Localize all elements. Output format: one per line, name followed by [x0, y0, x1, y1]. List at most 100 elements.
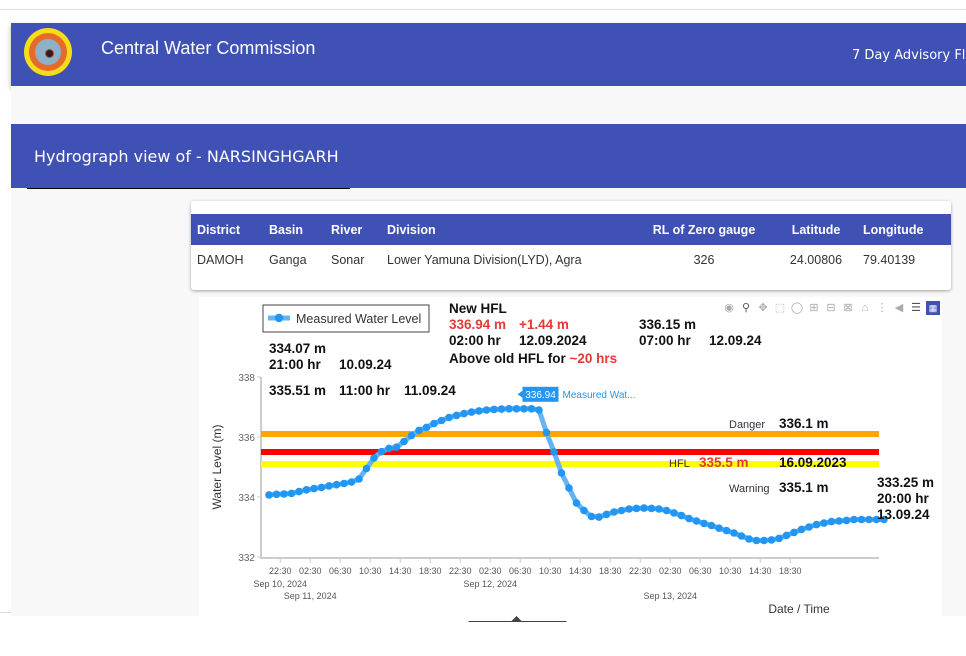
col-basin: Basin — [263, 214, 325, 245]
start-time: 21:00 hr — [269, 357, 322, 372]
autoscale-icon[interactable]: ⊠ — [843, 302, 853, 314]
y-tick-label: 334 — [238, 493, 255, 504]
hydrograph-chart[interactable]: 332 334 336 338 Water Level (m) 22:30 Sep 10, … — [199, 297, 942, 636]
plotly-logo-icon[interactable]: ▦ — [926, 301, 940, 315]
legend-box — [262, 304, 430, 333]
data-point — [497, 405, 506, 413]
data-point — [370, 454, 378, 462]
data-point — [760, 536, 768, 545]
new-hfl-date: 12.09.2024 — [519, 333, 587, 348]
data-point — [325, 482, 333, 490]
x-tick-label: 22:30 — [629, 566, 652, 576]
camera-icon[interactable]: ◉ — [724, 302, 734, 314]
above-old-hfl-text: Above old HFL for — [449, 351, 570, 366]
y-tick-label: 336 — [238, 433, 255, 444]
data-point — [812, 520, 821, 529]
warning-crossing-level: 335.51 m — [269, 383, 326, 398]
warning-crossing-time: 11:00 hr — [339, 383, 391, 398]
hfl-level-label: 335.5 m — [699, 455, 749, 470]
data-point — [550, 448, 558, 456]
data-point — [295, 487, 303, 496]
zoom-icon[interactable]: ⚲ — [741, 302, 751, 314]
data-point — [377, 447, 386, 456]
hydrograph-header: Hydrograph view of - NARSINGHGARH — [11, 124, 966, 188]
hover-pointer — [517, 390, 523, 398]
cwc-logo-icon[interactable] — [24, 28, 72, 76]
hover-compare-icon[interactable]: ☰ — [911, 302, 921, 314]
reset-axes-icon[interactable]: ⌂ — [861, 302, 869, 314]
x-tick-label: 14:30 — [389, 566, 412, 576]
data-point — [392, 443, 401, 451]
bottom-divider — [0, 612, 11, 613]
data-point — [707, 521, 716, 530]
data-point — [430, 419, 438, 428]
data-point — [647, 504, 656, 513]
data-point — [767, 536, 776, 544]
data-point — [310, 484, 318, 493]
x-tick-label: 18:30 — [779, 566, 802, 576]
station-table: District Basin River Division RL of Zero… — [191, 201, 951, 275]
hover-value-box — [522, 386, 559, 402]
data-point — [595, 513, 603, 521]
data-point — [362, 464, 371, 473]
legend-label: Measured Water Level — [296, 312, 421, 326]
station-info-card: District Basin River Division RL of Zero… — [191, 201, 951, 290]
x-tick-label: 18:30 — [419, 566, 442, 576]
spike-lines-icon[interactable]: ⋮ — [876, 302, 888, 314]
x-tick-date-label: Sep 12, 2024 — [463, 579, 517, 589]
advisory-link[interactable]: 7 Day Advisory Flood — [852, 48, 966, 63]
data-point — [572, 499, 581, 507]
data-point — [872, 515, 881, 524]
cell-division: Lower Yamuna Division(LYD), Agra — [387, 253, 582, 267]
box-select-icon[interactable]: ⬚ — [774, 302, 786, 314]
data-point — [587, 512, 596, 521]
x-tick-label: 10:30 — [719, 566, 742, 576]
danger-drop-date: 12.09.24 — [709, 333, 762, 348]
y-tick-label: 338 — [238, 373, 255, 384]
zoom-in-icon[interactable]: ⊞ — [809, 302, 819, 314]
data-point — [790, 528, 798, 537]
data-point — [265, 491, 273, 499]
hydrograph-plot[interactable]: ◉ ⚲ ✥ ⬚ ◯ ⊞ ⊟ ⊠ ⌂ ⋮ ◀ ☰ ▦ 332 334 336 338 Wa… — [199, 297, 942, 636]
col-district: District — [191, 214, 263, 245]
table-row: DAMOH Ganga Sonar Lower Yamuna Division(… — [191, 245, 951, 275]
data-point — [640, 504, 648, 512]
zoom-out-icon[interactable]: ⊟ — [826, 302, 836, 314]
end-date: 13.09.24 — [877, 507, 930, 522]
legend-point-marker — [274, 313, 284, 323]
data-point — [632, 504, 641, 513]
lasso-select-icon[interactable]: ◯ — [790, 302, 804, 314]
page-title: Hydrograph view of - NARSINGHGARH — [34, 147, 339, 166]
x-tick-label: 14:30 — [569, 566, 592, 576]
x-tick-label: 06:30 — [689, 566, 712, 576]
danger-level-label: 336.1 m — [779, 416, 829, 431]
hfl-date-label: 16.09.2023 — [779, 455, 847, 470]
cell-basin: Ganga — [269, 253, 307, 267]
start-date: 10.09.24 — [339, 357, 392, 372]
data-point — [737, 532, 746, 540]
data-point — [355, 475, 363, 483]
data-point — [835, 517, 843, 525]
col-rl-zero-gauge: RL of Zero gauge — [633, 214, 775, 245]
data-point — [602, 510, 611, 519]
data-point — [347, 478, 356, 486]
pan-icon[interactable]: ✥ — [758, 302, 768, 314]
start-level: 334.07 m — [269, 341, 326, 356]
col-longitude: Longitude — [857, 214, 951, 245]
col-division: Division — [381, 214, 633, 245]
hover-closest-icon[interactable]: ◀ — [894, 302, 904, 314]
x-hover-box — [468, 621, 567, 636]
x-tick-label: 02:30 — [659, 566, 682, 576]
new-hfl-time: 02:00 hr — [449, 333, 502, 348]
data-point — [715, 524, 723, 532]
data-point — [857, 515, 866, 524]
above-old-hfl-note: Above old HFL for ~20 hrs — [449, 351, 617, 366]
data-point — [445, 413, 453, 422]
x-tick-label: 22:30 — [449, 566, 472, 576]
x-tick-label: 18:30 — [599, 566, 622, 576]
title-underline — [27, 188, 350, 189]
x-tick-label: 10:30 — [359, 566, 382, 576]
data-point — [407, 431, 416, 440]
data-point — [700, 519, 708, 528]
data-point — [527, 405, 536, 413]
